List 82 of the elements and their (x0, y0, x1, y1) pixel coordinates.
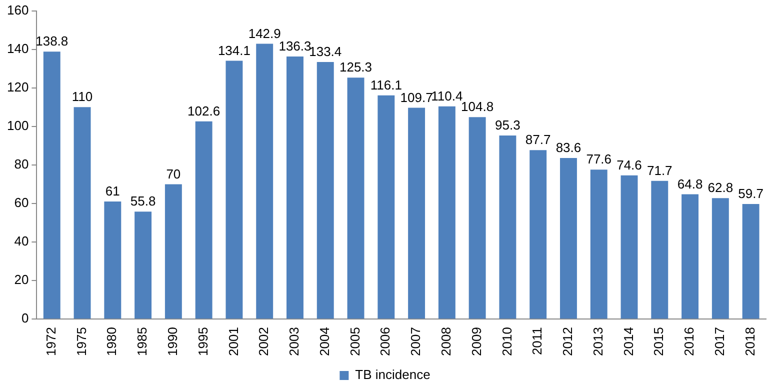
y-tick-label: 80 (14, 156, 29, 172)
x-tick-label: 2002 (256, 327, 272, 356)
bar (43, 52, 60, 319)
y-tick-label: 20 (14, 272, 29, 288)
x-tick-label: 2016 (682, 327, 697, 356)
data-label: 104.8 (461, 99, 494, 114)
bar (164, 184, 182, 319)
x-tick-label: 2005 (347, 327, 362, 356)
data-label: 142.9 (248, 26, 281, 41)
y-tick-label: 60 (14, 195, 29, 210)
data-label: 109.7 (400, 90, 433, 105)
y-tick-label: 120 (6, 79, 29, 94)
data-label: 116.1 (370, 77, 402, 92)
x-tick-label: 1975 (74, 327, 89, 356)
x-tick-label: 2014 (620, 327, 636, 356)
x-tick-label: 2003 (286, 327, 302, 356)
data-label: 74.6 (616, 157, 642, 172)
x-tick-label: 2008 (438, 327, 454, 356)
x-tick-label: 2009 (468, 327, 484, 356)
x-tick-label: 1995 (195, 327, 210, 356)
bar (195, 121, 212, 319)
data-label: 71.7 (646, 163, 672, 178)
data-label: 61 (105, 184, 120, 199)
bar (256, 44, 274, 319)
x-tick-label: 1990 (165, 327, 180, 356)
x-tick-label: 2006 (378, 327, 393, 356)
x-tick-label: 2007 (408, 327, 424, 356)
bar (620, 175, 638, 319)
x-tick-label: 1972 (43, 327, 58, 356)
bar (499, 135, 516, 319)
x-tick-label: 2001 (226, 327, 241, 356)
bar (286, 56, 304, 319)
y-tick-label: 100 (6, 118, 29, 133)
x-tick-label: 2015 (651, 327, 666, 356)
y-tick-label: 160 (6, 2, 29, 18)
bar (590, 170, 608, 319)
data-label: 133.4 (309, 44, 342, 60)
x-tick-label: 2017 (712, 327, 727, 356)
bar (682, 194, 699, 319)
bar (712, 198, 729, 319)
data-label: 55.8 (130, 194, 156, 209)
bar (378, 95, 395, 319)
legend-label: TB incidence (355, 367, 430, 382)
bar (347, 78, 364, 319)
data-label: 64.8 (677, 176, 703, 192)
data-label: 59.7 (738, 186, 764, 202)
x-tick-label: 2011 (530, 327, 545, 356)
data-label: 110 (72, 89, 93, 104)
data-label: 83.6 (556, 140, 582, 156)
bar (226, 60, 243, 319)
x-tick-label: 2013 (590, 327, 606, 356)
bar (316, 62, 334, 319)
data-label: 95.3 (495, 118, 520, 133)
data-label: 134.1 (218, 42, 250, 58)
x-tick-label: 1985 (134, 327, 150, 356)
x-tick-label: 2012 (560, 327, 576, 356)
data-label: 102.6 (188, 103, 220, 118)
bar (74, 107, 91, 319)
bar (530, 150, 547, 319)
data-label: 77.6 (586, 152, 612, 167)
bar (742, 204, 760, 319)
y-tick-label: 0 (21, 310, 29, 326)
bar (408, 108, 426, 319)
data-label: 138.8 (36, 34, 68, 49)
x-tick-label: 2010 (499, 327, 514, 356)
data-label: 110.4 (431, 88, 463, 104)
bar (134, 212, 152, 319)
data-label: 87.7 (525, 132, 551, 148)
data-label: 136.3 (278, 38, 312, 54)
data-label: 70 (166, 166, 181, 182)
y-tick-label: 140 (6, 40, 29, 56)
bar (560, 158, 577, 319)
bar (438, 106, 456, 319)
x-tick-label: 2004 (316, 327, 332, 356)
bar (651, 180, 668, 319)
bar (104, 202, 122, 319)
bar (468, 117, 486, 319)
y-tick-label: 40 (14, 234, 29, 249)
x-tick-label: 2018 (742, 327, 758, 356)
data-label: 125.3 (339, 60, 372, 75)
x-tick-label: 1980 (104, 327, 120, 356)
data-label: 62.8 (708, 180, 734, 196)
